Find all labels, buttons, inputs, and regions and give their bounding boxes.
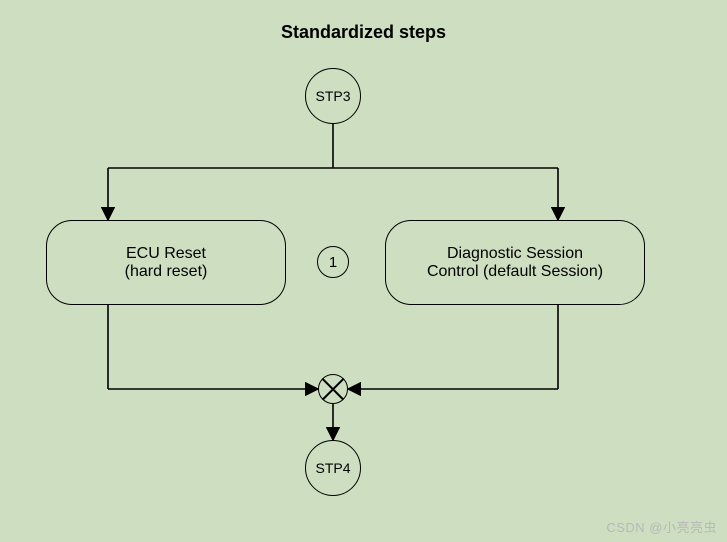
diagram-canvas: Standardized steps STP3 ECU Reset(hard r… bbox=[0, 0, 727, 542]
node-ecu-reset-label: ECU Reset(hard reset) bbox=[125, 245, 208, 281]
node-ecu-reset: ECU Reset(hard reset) bbox=[46, 220, 286, 305]
node-stp3: STP3 bbox=[305, 68, 361, 124]
node-center-marker-label: 1 bbox=[329, 254, 337, 271]
node-stp3-label: STP3 bbox=[315, 88, 350, 104]
node-diagnostic-session: Diagnostic SessionControl (default Sessi… bbox=[385, 220, 645, 305]
node-stp4-label: STP4 bbox=[315, 460, 350, 476]
node-diagnostic-session-label: Diagnostic SessionControl (default Sessi… bbox=[427, 245, 603, 281]
node-stp4: STP4 bbox=[305, 440, 361, 496]
node-merge-icon bbox=[318, 374, 348, 404]
watermark-text: CSDN @小亮亮虫 bbox=[606, 517, 717, 536]
node-center-marker: 1 bbox=[317, 246, 349, 278]
